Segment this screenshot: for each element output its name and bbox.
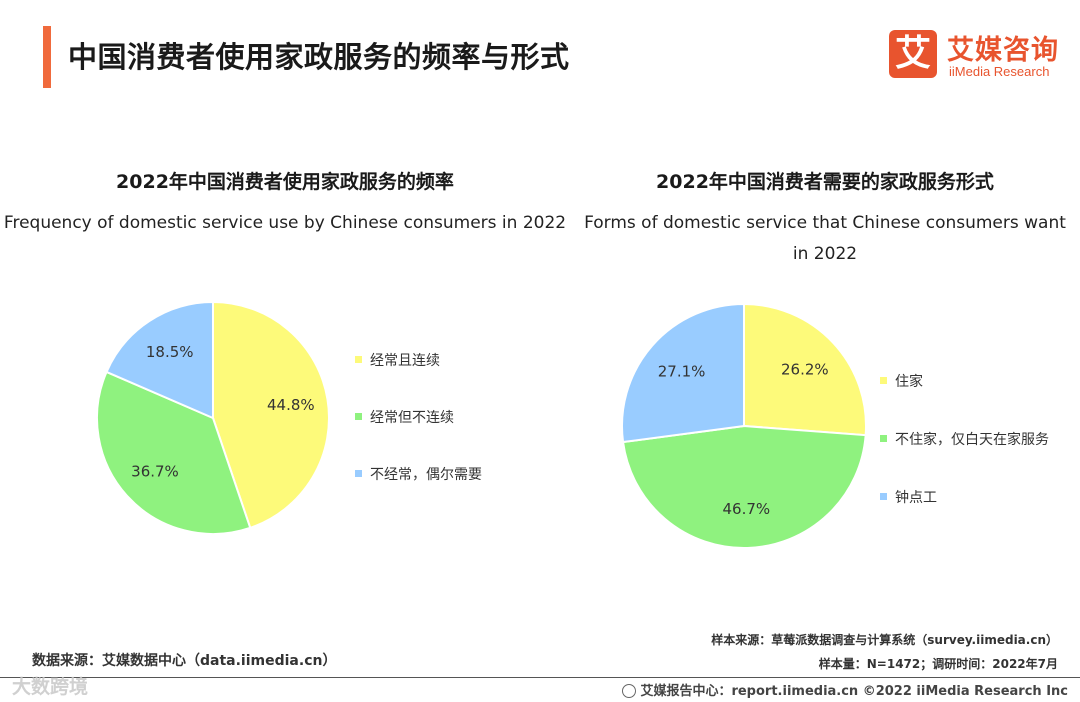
service-form-slice-label-2: 27.1% — [658, 362, 706, 380]
frequency-legend-label-1: 经常但不连续 — [370, 410, 454, 426]
frequency-slice-label-1: 36.7% — [131, 462, 179, 480]
service-form-legend-swatch-2 — [880, 492, 887, 500]
logo-chinese-name: 艾媒咨询 — [947, 35, 1059, 66]
service-form-legend-item-0: 住家 — [880, 371, 923, 391]
chart1-subtitle: Frequency of domestic service use by Chi… — [3, 213, 567, 233]
service-form-pie-chart: 26.2% 46.7% 27.1% — [621, 302, 867, 549]
frequency-legend-label-0: 经常且连续 — [370, 353, 440, 369]
frequency-pie-chart: 44.8% 36.7% 18.5% — [96, 300, 330, 535]
frequency-slice-label-2: 18.5% — [146, 343, 194, 361]
copyright-text: 艾媒报告中心：report.iimedia.cn ©2022 iiMedia R… — [640, 684, 1068, 699]
frequency-slice-1 — [96, 370, 252, 535]
service-form-legend-label-1: 不住家，仅白天在家服务 — [895, 432, 1049, 448]
frequency-legend-swatch-2 — [355, 469, 362, 477]
frequency-slice-2 — [105, 300, 214, 420]
title-accent-bar — [43, 26, 51, 88]
chart2-title: 2022年中国消费者需要的家政服务形式 — [656, 171, 994, 193]
frequency-legend-item-0: 经常且连续 — [355, 350, 440, 370]
watermark: 大数跨境 — [12, 676, 89, 698]
frequency-slice-label-0: 44.8% — [267, 396, 315, 414]
frequency-legend-swatch-0 — [355, 355, 362, 363]
sample-source: 样本来源：草莓派数据调查与计算系统（survey.iimedia.cn） — [711, 633, 1058, 647]
service-form-slice-label-1: 46.7% — [723, 500, 771, 518]
page-title: 中国消费者使用家政服务的频率与形式 — [68, 40, 570, 74]
frequency-legend-label-2: 不经常，偶尔需要 — [370, 467, 482, 483]
copyright-footer: 艾媒报告中心：report.iimedia.cn ©2022 iiMedia R… — [622, 680, 1068, 699]
sample-size: 样本量：N=1472；调研时间：2022年7月 — [818, 657, 1058, 671]
chart1-title-block: 2022年中国消费者使用家政服务的频率 Frequency of domesti… — [0, 167, 570, 239]
frequency-legend-swatch-1 — [355, 412, 362, 420]
frequency-legend-item-2: 不经常，偶尔需要 — [355, 464, 482, 484]
service-form-legend-item-1: 不住家，仅白天在家服务 — [880, 429, 1049, 449]
chart1-title: 2022年中国消费者使用家政服务的频率 — [116, 171, 454, 193]
service-form-slice-0 — [743, 302, 867, 437]
data-source: 数据来源：艾媒数据中心（data.iimedia.cn） — [32, 653, 337, 669]
service-form-legend-swatch-0 — [880, 376, 887, 384]
service-form-legend-swatch-1 — [880, 434, 887, 442]
chart2-subtitle: Forms of domestic service that Chinese c… — [584, 213, 1066, 264]
service-form-legend-label-2: 钟点工 — [895, 490, 937, 506]
service-form-legend-label-0: 住家 — [895, 374, 923, 390]
iimedia-logo: 艾 艾媒咨询 iiMedia Research — [889, 30, 1064, 82]
frequency-legend-item-1: 经常但不连续 — [355, 407, 454, 427]
logo-mark-icon: 艾 — [889, 30, 937, 78]
service-form-slice-2 — [621, 302, 745, 444]
footer-divider — [0, 677, 1080, 678]
frequency-slice-0 — [212, 300, 330, 530]
service-form-slice-label-0: 26.2% — [781, 361, 829, 379]
logo-english-name: iiMedia Research — [949, 64, 1050, 79]
globe-icon — [622, 683, 637, 698]
chart2-title-block: 2022年中国消费者需要的家政服务形式 Forms of domestic se… — [580, 167, 1070, 270]
service-form-slice-1 — [621, 424, 867, 549]
service-form-legend-item-2: 钟点工 — [880, 487, 937, 507]
